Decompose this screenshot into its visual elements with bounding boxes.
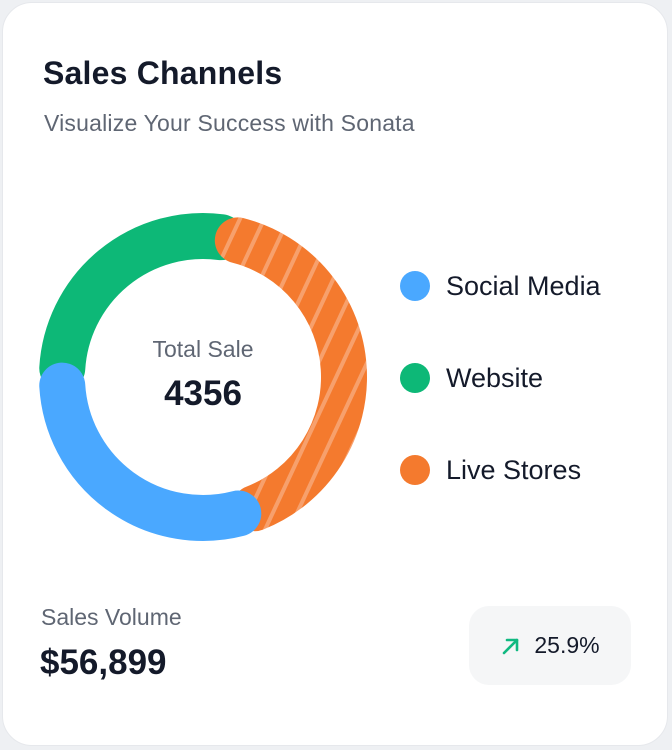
legend-item-live-stores: Live Stores	[400, 446, 601, 494]
sales-volume-value: $56,899	[40, 643, 167, 682]
legend-item-social-media: Social Media	[400, 262, 601, 310]
trend-value: 25.9%	[534, 632, 600, 658]
legend-label: Website	[446, 362, 544, 393]
legend-dot-website	[400, 363, 430, 393]
legend-dot-live-stores	[400, 455, 430, 485]
card-subtitle: Visualize Your Success with Sonata	[44, 110, 415, 136]
legend-dot-social-media	[400, 271, 430, 301]
arrow-up-right-icon	[503, 638, 519, 654]
legend-label: Live Stores	[446, 454, 582, 485]
card-title: Sales Channels	[43, 55, 283, 91]
trend-badge: 25.9%	[469, 606, 631, 685]
legend-item-website: Website	[400, 354, 601, 402]
chart-legend: Social Media Website Live Stores	[400, 262, 601, 538]
sales-volume-label: Sales Volume	[41, 604, 182, 630]
legend-label: Social Media	[446, 270, 601, 301]
